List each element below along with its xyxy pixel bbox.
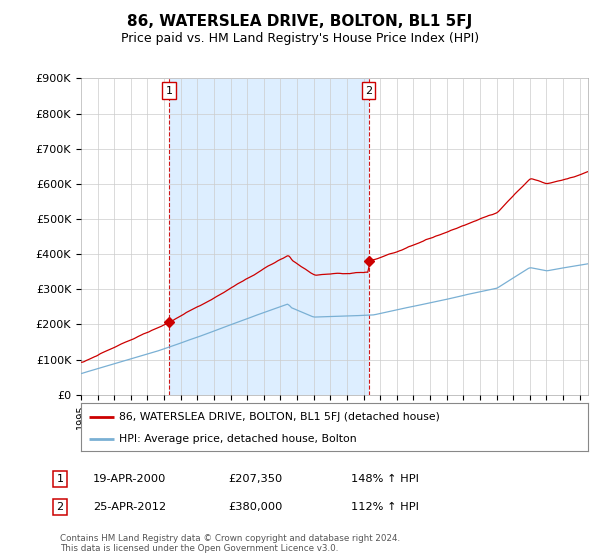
Text: 112% ↑ HPI: 112% ↑ HPI <box>351 502 419 512</box>
Text: 25-APR-2012: 25-APR-2012 <box>93 502 166 512</box>
Text: Price paid vs. HM Land Registry's House Price Index (HPI): Price paid vs. HM Land Registry's House … <box>121 32 479 45</box>
Text: 2: 2 <box>365 86 372 96</box>
Text: Contains HM Land Registry data © Crown copyright and database right 2024.
This d: Contains HM Land Registry data © Crown c… <box>60 534 400 553</box>
Text: 1: 1 <box>166 86 173 96</box>
Text: HPI: Average price, detached house, Bolton: HPI: Average price, detached house, Bolt… <box>119 434 356 444</box>
Text: 19-APR-2000: 19-APR-2000 <box>93 474 166 484</box>
Text: 2: 2 <box>56 502 64 512</box>
Text: 86, WATERSLEA DRIVE, BOLTON, BL1 5FJ: 86, WATERSLEA DRIVE, BOLTON, BL1 5FJ <box>127 14 473 29</box>
Text: 148% ↑ HPI: 148% ↑ HPI <box>351 474 419 484</box>
Text: 1: 1 <box>56 474 64 484</box>
Text: 86, WATERSLEA DRIVE, BOLTON, BL1 5FJ (detached house): 86, WATERSLEA DRIVE, BOLTON, BL1 5FJ (de… <box>119 412 440 422</box>
Text: £207,350: £207,350 <box>228 474 282 484</box>
Text: £380,000: £380,000 <box>228 502 283 512</box>
Bar <box>169 78 368 395</box>
